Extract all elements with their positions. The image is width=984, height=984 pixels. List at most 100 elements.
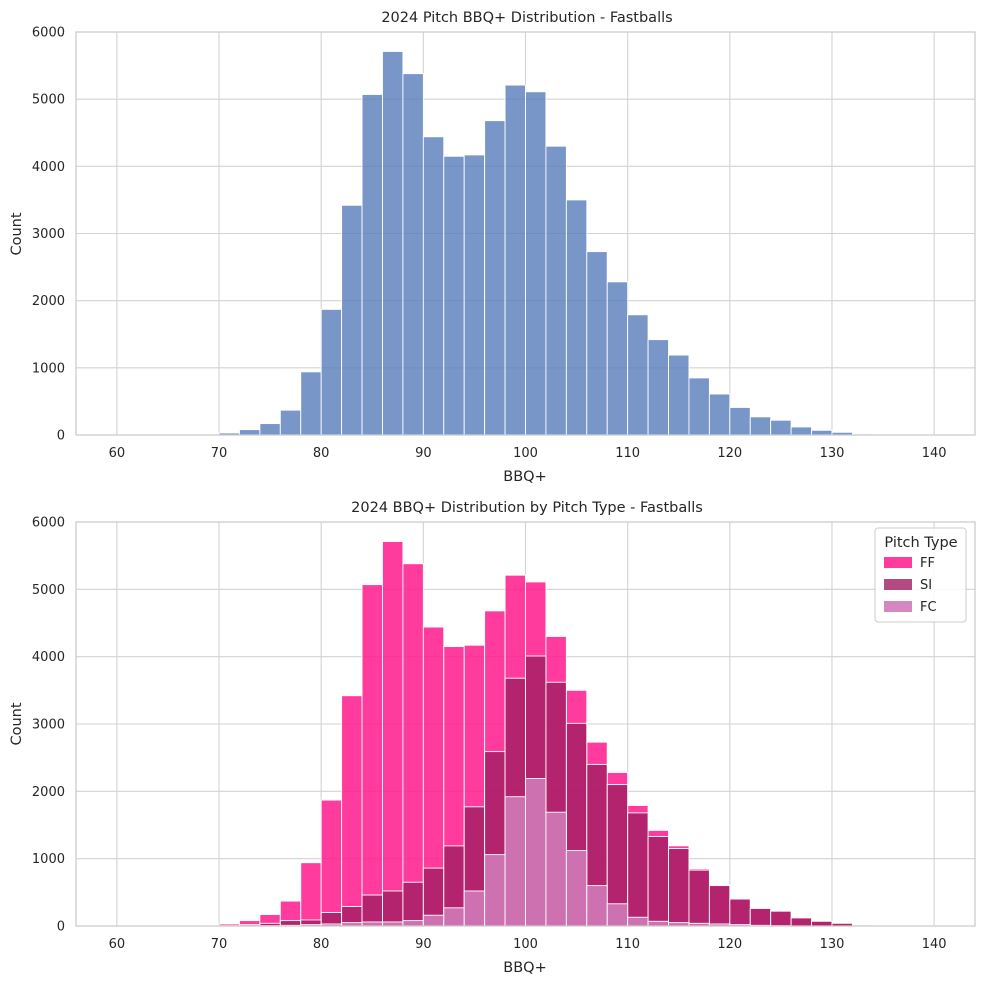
- bar-count: [402, 73, 424, 436]
- histogram-panel-by-pitch-type: 2024 BBQ+ Distribution by Pitch Type - F…: [9, 500, 976, 976]
- bar-fc: [586, 885, 608, 927]
- legend-swatch-fc: [884, 601, 912, 612]
- y-tick-label: 2000: [32, 785, 65, 800]
- bar-ff: [361, 584, 383, 927]
- bar-count: [504, 84, 526, 436]
- y-tick-label: 0: [57, 429, 65, 444]
- x-tick-label: 80: [313, 446, 330, 461]
- bar-fc: [422, 914, 445, 927]
- bar-count: [320, 308, 343, 436]
- bar-count: [525, 91, 547, 436]
- bar-ff: [341, 695, 363, 927]
- bar-fc: [463, 890, 486, 927]
- x-tick-label: 140: [922, 937, 947, 952]
- bar-count: [382, 51, 404, 436]
- plot-frame: [75, 521, 976, 927]
- bar-count: [586, 251, 608, 436]
- y-tick-label: 3000: [32, 718, 65, 733]
- x-tick-label: 120: [717, 446, 742, 461]
- bar-si: [749, 908, 772, 927]
- bar-fc: [504, 796, 526, 927]
- x-tick-label: 60: [109, 446, 126, 461]
- x-tick-label: 90: [415, 937, 432, 952]
- bar-ff: [402, 563, 424, 927]
- y-axis-label: Count: [9, 212, 25, 255]
- bar-count: [627, 314, 649, 436]
- x-tick-label: 110: [615, 446, 640, 461]
- bar-count: [708, 393, 731, 436]
- bar-si: [770, 910, 792, 927]
- bar-count: [606, 281, 629, 436]
- bar-ff: [382, 541, 404, 927]
- bar-count: [647, 339, 669, 436]
- x-tick-label: 100: [513, 446, 538, 461]
- bar-count: [545, 145, 567, 436]
- bar-si: [790, 917, 812, 927]
- y-axis-label: Count: [9, 702, 25, 745]
- bar-fc: [525, 778, 547, 927]
- bars: [116, 541, 935, 927]
- bar-fc: [402, 920, 424, 927]
- legend-label-si: SI: [920, 578, 932, 593]
- legend-label-fc: FC: [920, 600, 937, 615]
- legend-title: Pitch Type: [884, 535, 957, 551]
- y-tick-label: 5000: [32, 583, 65, 598]
- x-axis-label: BBQ+: [503, 960, 546, 976]
- legend-box: [874, 527, 967, 623]
- bar-ff: [320, 799, 343, 927]
- bar-count: [668, 354, 690, 436]
- bar-count: [279, 409, 302, 436]
- bar-count: [770, 419, 792, 436]
- bar-fc: [484, 854, 506, 927]
- bar-count: [811, 429, 833, 436]
- y-tick-label: 1000: [32, 852, 65, 867]
- bars: [116, 51, 935, 436]
- bar-fc: [443, 907, 465, 927]
- bar-si: [647, 835, 669, 927]
- x-tick-label: 70: [211, 937, 228, 952]
- bar-count: [565, 199, 588, 436]
- bar-count: [790, 426, 812, 436]
- bar-si: [708, 885, 731, 927]
- bar-fc: [545, 811, 567, 927]
- y-tick-labels: 0 1000 2000 3000 4000 5000 6000: [32, 516, 65, 935]
- legend-swatch-ff: [884, 557, 912, 568]
- x-tick-label: 70: [211, 446, 228, 461]
- y-tick-labels: 0 1000 2000 3000 4000 5000 6000: [32, 26, 65, 444]
- x-axis-label: BBQ+: [503, 469, 546, 485]
- x-tick-label: 90: [415, 446, 432, 461]
- legend-swatch-si: [884, 579, 912, 590]
- bar-fc: [565, 850, 588, 927]
- bar-fc: [627, 916, 649, 927]
- bar-count: [300, 371, 322, 436]
- histogram-panel-overall: 2024 Pitch BBQ+ Distribution - Fastballs…: [9, 10, 976, 485]
- x-tick-label: 60: [109, 937, 126, 952]
- y-tick-label: 5000: [32, 93, 65, 108]
- x-tick-label: 140: [922, 446, 947, 461]
- y-tick-label: 4000: [32, 160, 65, 175]
- bar-si: [627, 812, 649, 927]
- bar-count: [443, 155, 465, 436]
- x-tick-label: 100: [513, 937, 538, 952]
- x-tick-label: 80: [313, 937, 330, 952]
- bar-si: [402, 881, 424, 927]
- y-tick-label: 1000: [32, 361, 65, 376]
- bar-count: [463, 154, 486, 436]
- bar-si: [729, 898, 751, 927]
- bar-si: [668, 848, 690, 927]
- bar-count: [749, 416, 772, 436]
- x-tick-label: 130: [820, 937, 845, 952]
- bar-count: [729, 407, 751, 436]
- y-tick-label: 3000: [32, 227, 65, 242]
- bar-count: [484, 120, 506, 436]
- bar-count: [259, 423, 281, 436]
- y-tick-label: 6000: [32, 26, 65, 41]
- x-tick-label: 110: [615, 937, 640, 952]
- x-tick-labels: 60 70 80 90 100 110 120 130 140: [109, 937, 947, 952]
- bar-fc: [606, 903, 629, 927]
- chart-title: 2024 Pitch BBQ+ Distribution - Fastballs: [381, 10, 672, 26]
- bar-si: [688, 869, 710, 927]
- bar-count: [239, 429, 261, 436]
- bar-si: [811, 920, 833, 927]
- x-tick-label: 120: [717, 937, 742, 952]
